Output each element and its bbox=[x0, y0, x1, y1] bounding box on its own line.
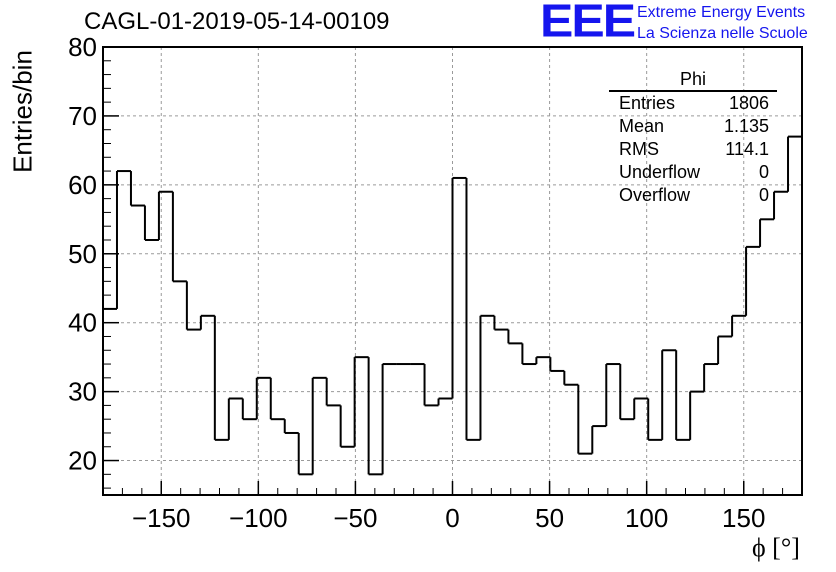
y-tick-label: 20 bbox=[68, 446, 97, 476]
stats-row-entries: Entries 1806 bbox=[609, 92, 777, 115]
y-tick-label: 50 bbox=[68, 239, 97, 269]
stats-value: 0 bbox=[758, 162, 769, 182]
y-axis-label: Entries/bin bbox=[7, 50, 38, 173]
run-title: CAGL-01-2019-05-14-00109 bbox=[84, 8, 390, 35]
stats-box: Phi Entries 1806 Mean 1.135 RMS 114.1 Un… bbox=[609, 68, 777, 207]
stats-label: RMS bbox=[619, 139, 659, 159]
stats-value: 114.1 bbox=[725, 139, 769, 159]
y-tick-label: 70 bbox=[68, 101, 97, 131]
y-tick-label: 60 bbox=[68, 170, 97, 200]
x-tick-label: −100 bbox=[229, 503, 288, 533]
x-tick-label: 0 bbox=[445, 503, 459, 533]
stats-row-underflow: Underflow 0 bbox=[609, 161, 777, 184]
stats-row-overflow: Overflow 0 bbox=[609, 184, 777, 207]
y-tick-label: 30 bbox=[68, 377, 97, 407]
stats-value: 1.135 bbox=[723, 116, 769, 136]
x-tick-label: 50 bbox=[535, 503, 564, 533]
stats-row-mean: Mean 1.135 bbox=[609, 115, 777, 138]
logo-line-2: La Scienza nelle Scuole bbox=[637, 25, 808, 42]
x-axis-label: ϕ [°] bbox=[752, 533, 800, 562]
x-tick-label: −50 bbox=[333, 503, 377, 533]
y-tick-label: 40 bbox=[68, 308, 97, 338]
stats-row-rms: RMS 114.1 bbox=[609, 138, 777, 161]
stats-label: Entries bbox=[619, 93, 676, 113]
eee-logo: EEE bbox=[540, 0, 636, 47]
stats-label: Overflow bbox=[619, 185, 691, 205]
logo-line-1: Extreme Energy Events bbox=[637, 4, 806, 21]
stats-title: Phi bbox=[609, 68, 777, 92]
y-tick-label: 80 bbox=[68, 32, 97, 62]
stats-value: 1806 bbox=[728, 93, 769, 113]
stats-label: Underflow bbox=[619, 162, 701, 182]
stats-value: 0 bbox=[758, 185, 769, 205]
stats-label: Mean bbox=[619, 116, 665, 136]
x-tick-label: −150 bbox=[132, 503, 191, 533]
x-tick-label: 100 bbox=[625, 503, 668, 533]
x-tick-label: 150 bbox=[722, 503, 765, 533]
